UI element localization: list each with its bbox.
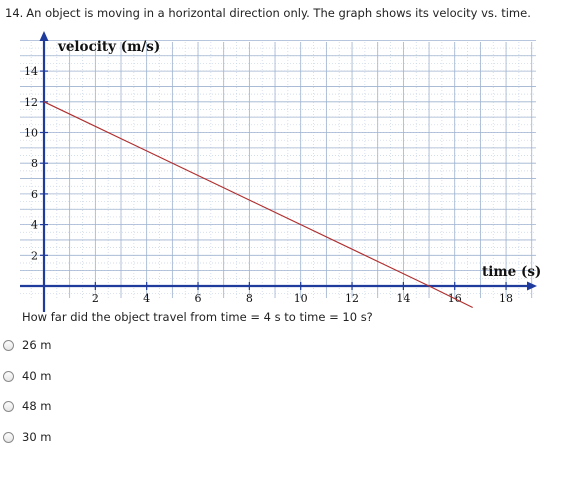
- question-header: 14. An object is moving in a horizontal d…: [5, 6, 531, 20]
- x-tick-label: 12: [345, 292, 359, 305]
- x-tick-label: 18: [499, 292, 513, 305]
- y-tick-label: 6: [31, 188, 38, 201]
- answer-choice-label: 48 m: [22, 399, 52, 413]
- y-axis-label: velocity (m/s): [57, 39, 160, 55]
- question-text: An object is moving in a horizontal dire…: [26, 6, 531, 20]
- question-number: 14.: [5, 6, 24, 20]
- radio-button[interactable]: [3, 431, 14, 443]
- x-tick-label: 14: [396, 292, 410, 305]
- velocity-line: [43, 101, 473, 309]
- y-axis-arrow: [39, 31, 49, 41]
- x-tick-label: 10: [294, 292, 308, 305]
- answer-choice[interactable]: 48 m: [3, 398, 52, 414]
- y-tick-label: 14: [24, 65, 38, 78]
- answer-choice[interactable]: 30 m: [3, 429, 52, 445]
- x-axis-label: time (s): [482, 264, 541, 280]
- y-tick-label: 8: [31, 157, 38, 170]
- answer-choice[interactable]: 26 m: [3, 337, 52, 353]
- y-tick-label: 4: [31, 219, 38, 232]
- radio-button[interactable]: [3, 370, 14, 382]
- question-prompt: How far did the object travel from time …: [22, 310, 373, 324]
- answer-choice-label: 40 m: [22, 369, 52, 383]
- x-tick-label: 4: [143, 292, 150, 305]
- x-tick-label: 2: [92, 292, 99, 305]
- radio-button[interactable]: [3, 339, 14, 351]
- answer-choice-label: 26 m: [22, 338, 52, 352]
- x-tick-label: 6: [195, 292, 202, 305]
- answer-choice[interactable]: 40 m: [3, 368, 52, 384]
- y-tick-label: 12: [24, 96, 38, 109]
- answer-choice-label: 30 m: [22, 430, 52, 444]
- y-tick-label: 2: [31, 249, 38, 262]
- radio-button[interactable]: [3, 400, 14, 412]
- x-tick-label: 8: [246, 292, 253, 305]
- x-axis-arrow: [527, 281, 537, 291]
- y-tick-label: 10: [24, 127, 38, 140]
